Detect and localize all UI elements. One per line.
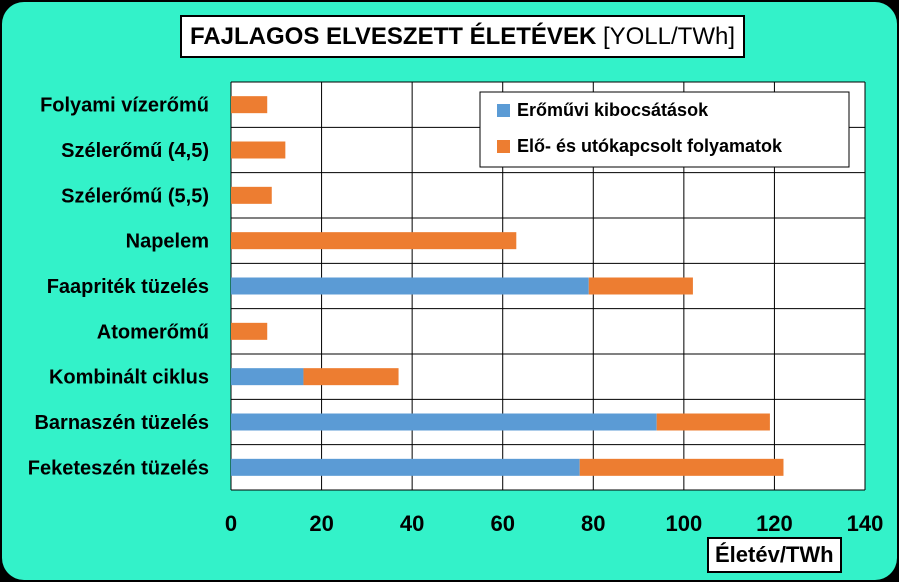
category-label: Kombinált ciklus — [49, 367, 209, 389]
legend-label: Elő- és utókapcsolt folyamatok — [517, 136, 783, 156]
chart-title: FAJLAGOS ELVESZETT ÉLETÉVEK — [190, 23, 597, 50]
legend-box — [479, 91, 850, 168]
legend-swatch — [497, 104, 510, 117]
x-tick-labels: 0 20 40 60 80 100 120 140 — [225, 511, 883, 536]
category-label: Faapriték tüzelés — [47, 276, 209, 298]
bar-upstream-downstream-2 — [231, 186, 272, 204]
category-label: Szélerőmű (5,5) — [61, 185, 209, 207]
bars — [231, 96, 784, 476]
bar-upstream-downstream-7 — [656, 413, 770, 431]
bar-upstream-downstream-8 — [579, 458, 784, 476]
legend: Erőművi kibocsátások Elő- és utókapcsolt … — [479, 91, 850, 168]
bar-upstream-downstream-1 — [231, 141, 286, 159]
x-tick-label: 140 — [847, 511, 884, 536]
chart-title-box: FAJLAGOS ELVESZETT ÉLETÉVEK [YOLL/TWh] — [180, 15, 745, 58]
bar-upstream-downstream-3 — [231, 232, 517, 250]
x-tick-label: 40 — [400, 511, 424, 536]
legend-label: Erőművi kibocsátások — [517, 100, 709, 120]
category-label: Napelem — [126, 231, 209, 253]
chart-title-unit: [YOLL/TWh] — [602, 23, 735, 50]
bar-upstream-downstream-5 — [231, 322, 268, 340]
bar-plant-emissions-8 — [231, 458, 580, 476]
category-labels: Folyami vízerőmű Szélerőmű (4,5) Szélerőmű… — [28, 95, 209, 480]
x-tick-label: 20 — [309, 511, 333, 536]
x-tick-label: 100 — [665, 511, 702, 536]
x-tick-label: 60 — [490, 511, 514, 536]
category-label: Atomerőmű — [97, 321, 209, 343]
bar-upstream-downstream-6 — [303, 368, 399, 386]
category-label: Szélerőmű (4,5) — [61, 140, 209, 162]
x-axis-label: Életév/TWh — [707, 537, 842, 573]
x-tick-label: 0 — [225, 511, 237, 536]
x-tick-label: 80 — [581, 511, 605, 536]
bar-upstream-downstream-4 — [588, 277, 693, 295]
bar-plant-emissions-4 — [231, 277, 589, 295]
category-label: Folyami vízerőmű — [40, 95, 209, 117]
legend-swatch — [497, 140, 510, 153]
category-label: Feketeszén tüzelés — [28, 457, 209, 479]
bar-plant-emissions-7 — [231, 413, 657, 431]
bar-upstream-downstream-0 — [231, 96, 268, 114]
bar-plant-emissions-6 — [231, 368, 304, 386]
x-tick-label: 120 — [756, 511, 793, 536]
category-label: Barnaszén tüzelés — [34, 412, 209, 434]
